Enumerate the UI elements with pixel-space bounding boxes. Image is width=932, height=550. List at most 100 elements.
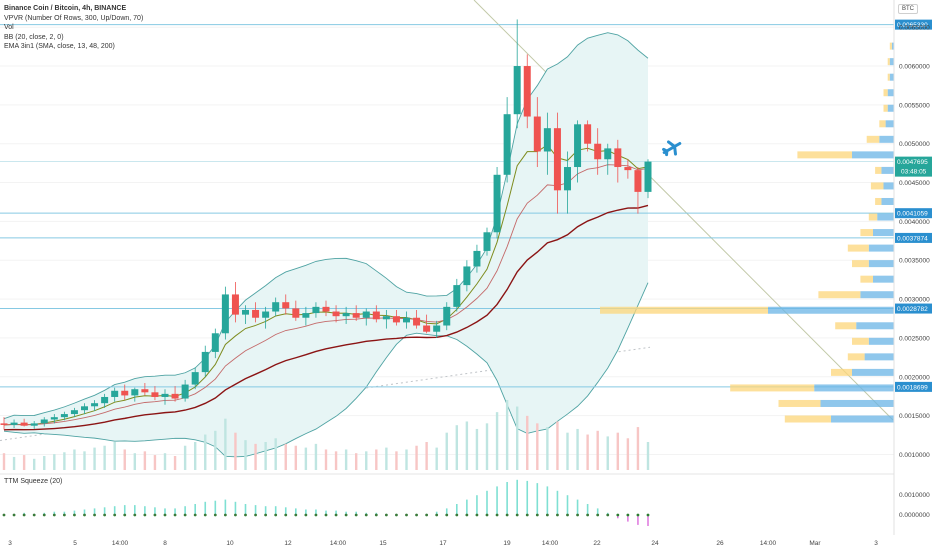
volume-profile-up bbox=[887, 89, 894, 97]
volume-profile-down bbox=[784, 415, 831, 423]
volume-profile-up bbox=[885, 120, 894, 128]
volume-profile-down bbox=[875, 166, 882, 174]
squeeze-dot bbox=[596, 513, 600, 517]
indicator-vol[interactable]: Vol bbox=[4, 24, 14, 31]
candle-body bbox=[312, 306, 320, 314]
candle bbox=[493, 167, 501, 239]
candle bbox=[30, 421, 38, 429]
candle-body bbox=[131, 389, 139, 396]
volume-bar bbox=[304, 447, 308, 470]
squeeze-dot bbox=[556, 513, 559, 517]
candle bbox=[272, 297, 280, 317]
squeeze-dot bbox=[234, 513, 237, 517]
volume-profile-down bbox=[847, 244, 869, 252]
symbol-title[interactable]: Binance Coin / Bitcoin, 4h, BINANCE bbox=[4, 5, 127, 12]
volume-bar bbox=[73, 449, 76, 470]
volume-profile-down bbox=[818, 291, 861, 299]
volume-bar bbox=[183, 445, 187, 470]
volume-profile-down bbox=[883, 89, 888, 97]
volume-bar bbox=[22, 455, 26, 470]
currency-badge[interactable]: BTC bbox=[898, 4, 918, 14]
volume-bar bbox=[83, 451, 86, 470]
volume-bar bbox=[214, 430, 217, 470]
volume-bar bbox=[32, 458, 36, 470]
candle-body bbox=[423, 325, 431, 332]
candle bbox=[161, 389, 169, 405]
volume-bars bbox=[2, 400, 650, 470]
candle-body bbox=[91, 403, 99, 407]
chart-legend: Binance Coin / Bitcoin, 4h, BINANCE VPVR… bbox=[4, 4, 143, 52]
candle bbox=[594, 128, 602, 175]
volume-profile-up bbox=[891, 42, 894, 50]
candle-body bbox=[81, 406, 88, 411]
squeeze-dot bbox=[294, 513, 298, 517]
volume-bar bbox=[435, 447, 438, 470]
volume-profile-up bbox=[889, 58, 894, 66]
squeeze-dot bbox=[143, 513, 147, 517]
volume-profile-down bbox=[831, 368, 852, 376]
squeeze-dot bbox=[12, 513, 16, 517]
candle-body bbox=[332, 311, 340, 317]
candle bbox=[644, 159, 652, 199]
candle bbox=[81, 403, 88, 415]
price-level-label: 0.0041059 bbox=[897, 211, 928, 218]
volume-profile-up bbox=[887, 104, 894, 112]
bollinger-lower bbox=[3, 282, 649, 458]
indicator-ema[interactable]: EMA 3in1 (SMA, close, 13, 48, 200) bbox=[4, 43, 115, 50]
squeeze-dot bbox=[435, 513, 439, 517]
time-tick-label: 14:00 bbox=[330, 540, 347, 547]
candle-body bbox=[362, 311, 370, 318]
squeeze-dot bbox=[354, 513, 358, 517]
squeeze-dot bbox=[465, 513, 469, 517]
indicator-vpvr[interactable]: VPVR (Number Of Rows, 300, Up/Down, 70) bbox=[4, 14, 144, 22]
candle-body bbox=[20, 422, 28, 426]
horizontal-levels[interactable]: 0.0065330 0.0041059 0.0037874 0.0028782 0.00… bbox=[0, 19, 932, 392]
squeeze-dot bbox=[62, 513, 66, 517]
volume-profile-up bbox=[881, 197, 894, 205]
volume-bar bbox=[2, 453, 6, 470]
volume-profile-up bbox=[868, 337, 894, 345]
candle bbox=[60, 411, 68, 421]
last-price-badge bbox=[895, 156, 932, 177]
squeeze-dot bbox=[183, 513, 187, 517]
volume-bar bbox=[586, 434, 589, 470]
candle-body bbox=[433, 325, 441, 332]
candle bbox=[50, 414, 58, 424]
candle-body bbox=[302, 313, 310, 318]
candle-body bbox=[262, 311, 270, 318]
squeeze-dot bbox=[22, 513, 26, 517]
candle-body bbox=[584, 124, 592, 144]
candle bbox=[231, 282, 239, 323]
volume-bar bbox=[465, 421, 469, 470]
candle-body bbox=[372, 311, 380, 320]
indicator-bb[interactable]: BB (20, close, 2, 0) bbox=[4, 33, 64, 41]
volume-bar bbox=[485, 423, 489, 470]
squeeze-dot bbox=[586, 513, 590, 517]
candle bbox=[473, 244, 481, 273]
volume-bar bbox=[445, 432, 448, 470]
candle bbox=[372, 305, 380, 323]
price-tick-label: 0.0025000 bbox=[899, 335, 930, 342]
candle bbox=[513, 19, 521, 129]
squeeze-dot bbox=[374, 513, 378, 517]
volume-profile-up bbox=[768, 306, 894, 314]
candle-body bbox=[463, 266, 471, 286]
candle bbox=[453, 278, 461, 312]
last-price-label: 0.0047695 bbox=[897, 159, 928, 166]
volume-profile-down bbox=[797, 151, 852, 159]
volume-profile bbox=[600, 42, 894, 423]
ttm-squeeze-title[interactable]: TTM Squeeze (20) bbox=[4, 478, 63, 485]
price-tick-label: 0.0010000 bbox=[899, 452, 930, 459]
squeeze-dot bbox=[545, 513, 549, 517]
squeeze-dot bbox=[626, 513, 630, 517]
price-level-badge bbox=[895, 232, 932, 243]
candle bbox=[91, 400, 99, 411]
volume-bar bbox=[425, 442, 428, 470]
candle bbox=[211, 328, 219, 359]
squeeze-dot bbox=[384, 513, 388, 517]
candle bbox=[463, 260, 471, 292]
time-tick-label: 14:00 bbox=[542, 540, 559, 547]
volume-profile-down bbox=[778, 399, 821, 407]
